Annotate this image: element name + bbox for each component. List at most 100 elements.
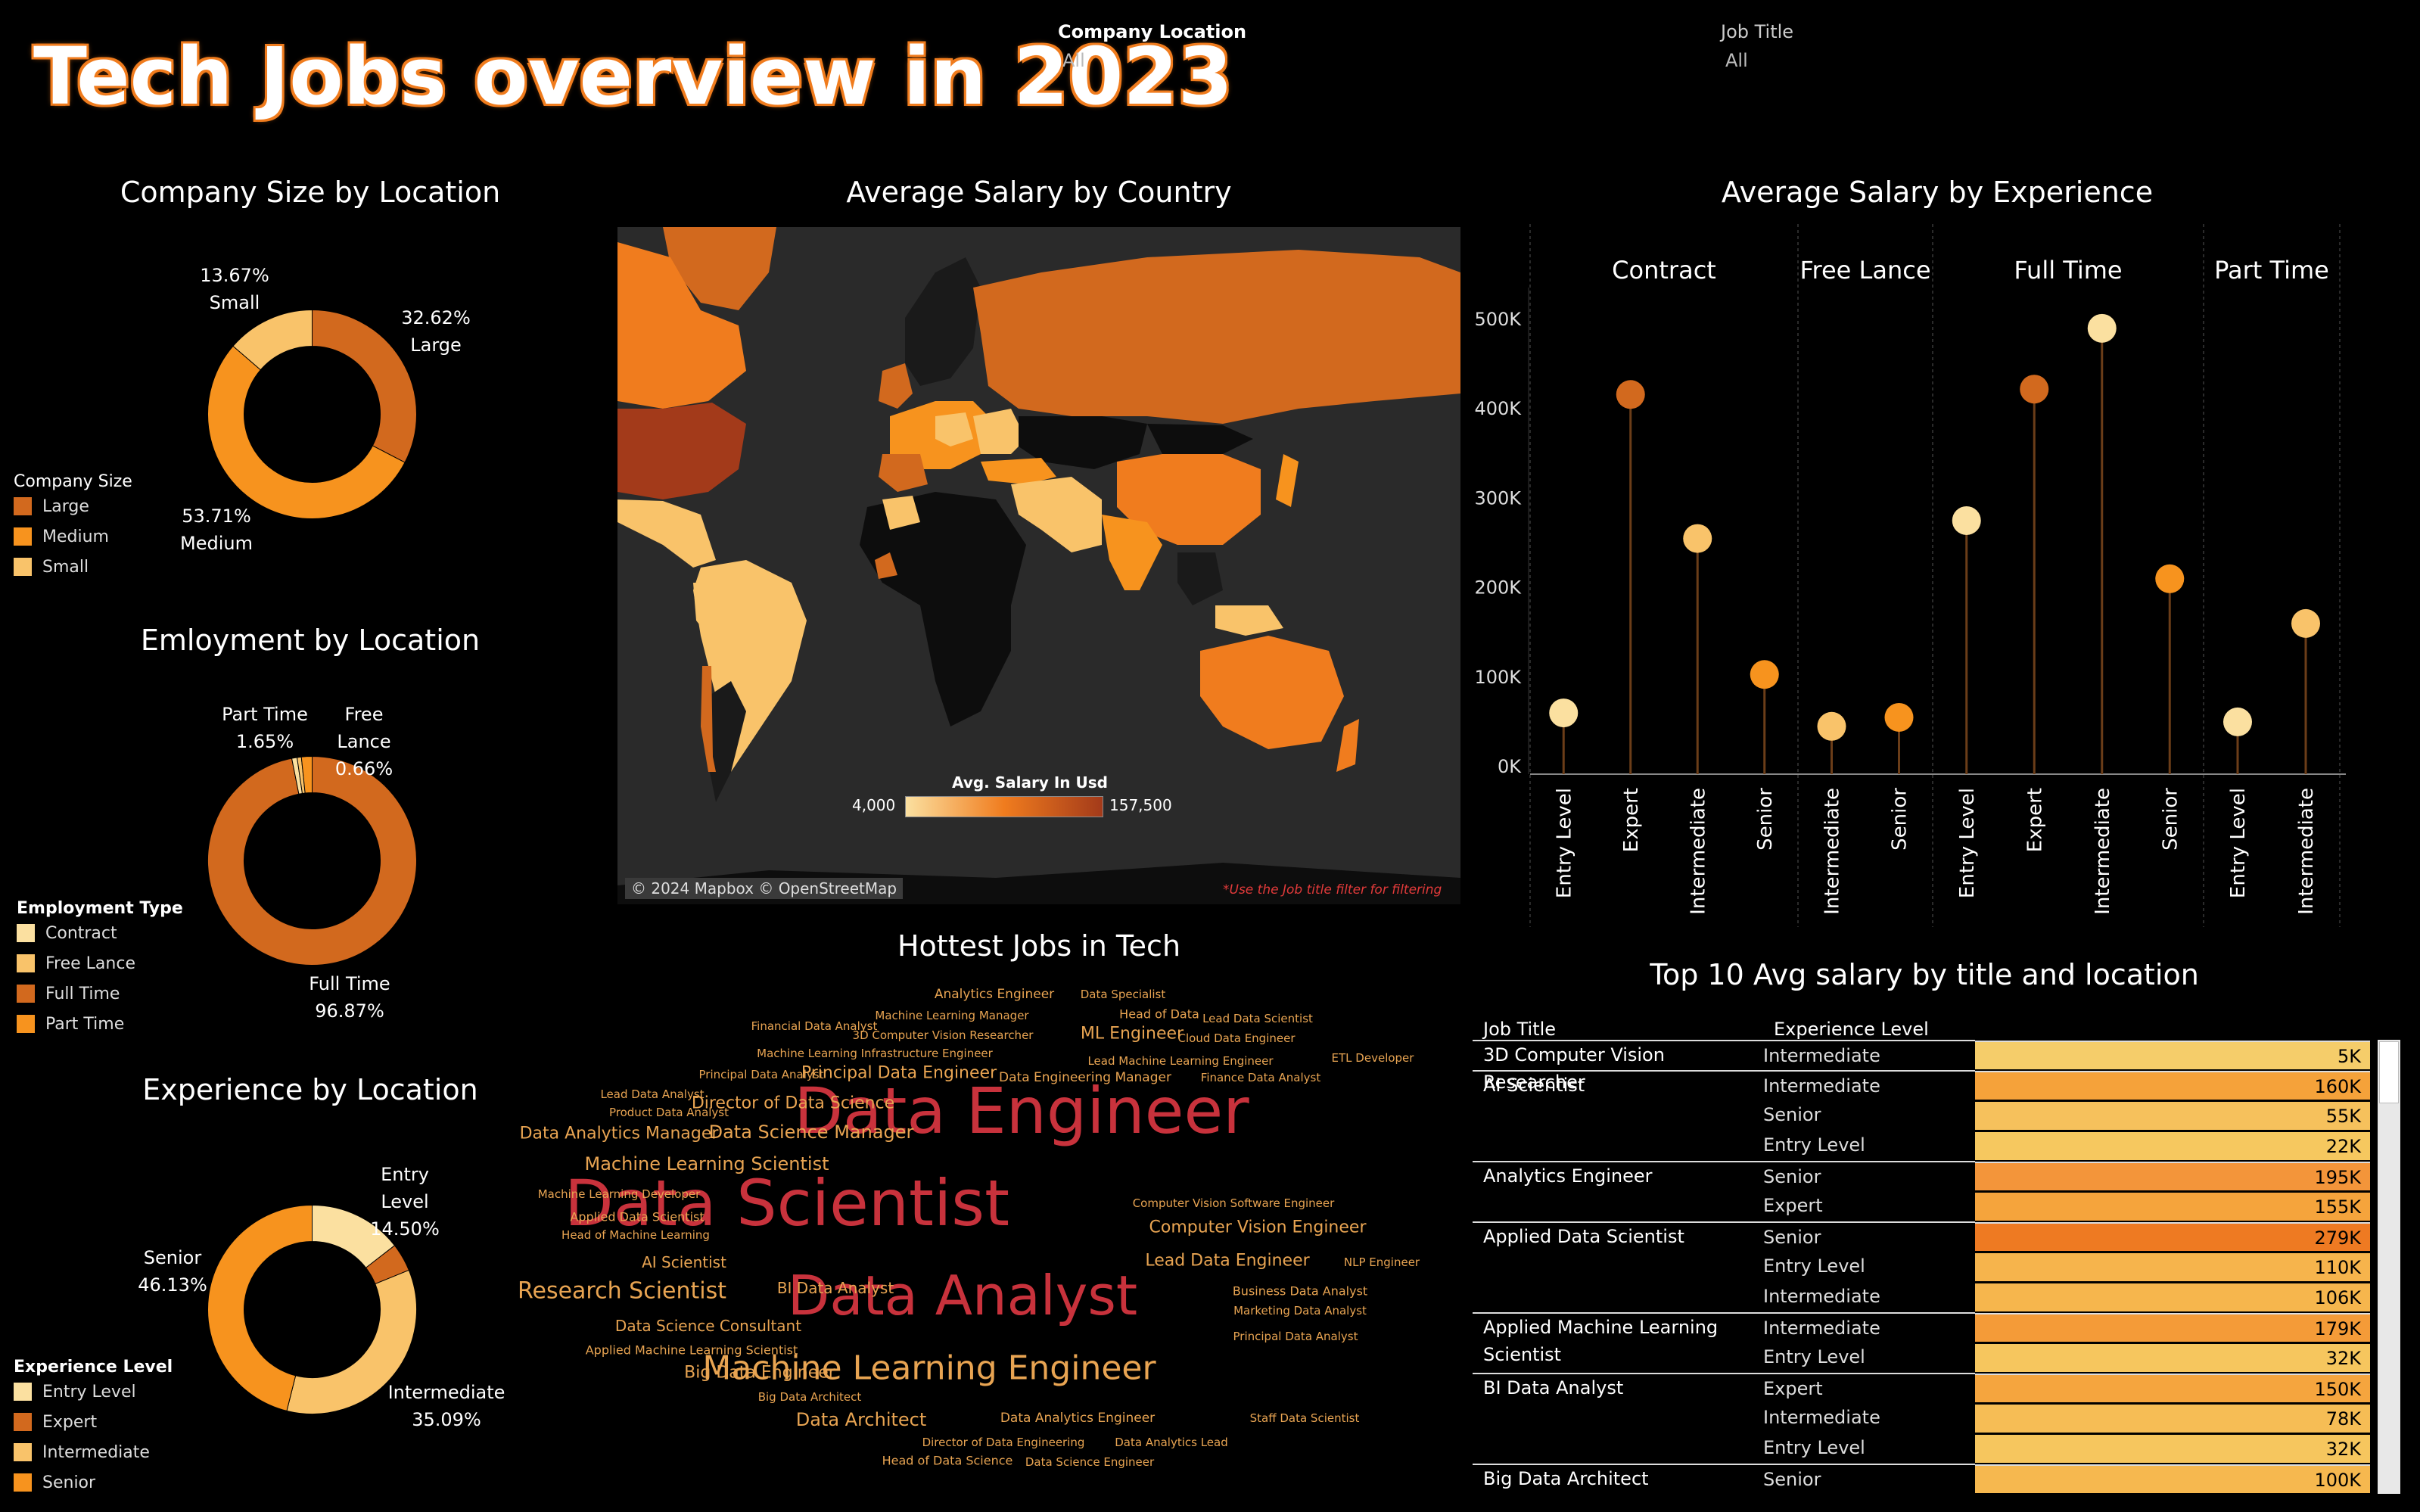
employment-slice-full-time[interactable] <box>207 755 417 966</box>
wordcloud-word[interactable]: Data Analytics Engineer <box>1000 1411 1156 1426</box>
wordcloud-word[interactable]: Big Data Architect <box>757 1390 862 1404</box>
wordcloud-word[interactable]: Machine Learning Infrastructure Engineer <box>757 1047 993 1060</box>
table-row[interactable]: Intermediate 78K <box>1473 1403 2403 1433</box>
table-row[interactable]: AI Scientist Intermediate 160K <box>1473 1070 2403 1100</box>
legend-item-senior[interactable]: Senior <box>14 1467 173 1498</box>
wordcloud-word[interactable]: Cloud Data Engineer <box>1177 1031 1296 1045</box>
company-size-slice-medium[interactable] <box>207 345 406 519</box>
company-size-donut[interactable] <box>204 306 420 522</box>
country-mongolia[interactable] <box>1147 424 1253 454</box>
wordcloud-word[interactable]: Principal Data Analyst <box>1233 1330 1358 1343</box>
employment-slice-part-time[interactable] <box>300 755 313 794</box>
wordcloud-word[interactable]: Finance Data Analyst <box>1200 1071 1321 1084</box>
wordcloud-word[interactable]: Marketing Data Analyst <box>1233 1304 1367 1318</box>
country-australia[interactable] <box>1200 636 1344 749</box>
company-location-filter-value[interactable]: All <box>1062 50 1085 71</box>
table-row[interactable]: BI Data Analyst Expert 150K <box>1473 1373 2403 1403</box>
table-row[interactable]: Senior 55K <box>1473 1100 2403 1131</box>
world-map[interactable]: Avg. Salary In Usd 4,000 157,500 © 2024 … <box>617 227 1460 904</box>
country-indonesia[interactable] <box>1215 605 1283 636</box>
country-kazakhstan[interactable] <box>1019 416 1147 469</box>
legend-item-fulltime[interactable]: Full Time <box>17 978 183 1009</box>
lollipop-point-contract-expert[interactable] <box>1616 380 1645 409</box>
wordcloud-word[interactable]: BI Data Analyst <box>776 1279 894 1297</box>
wordcloud-word[interactable]: Lead Data Scientist <box>1202 1012 1313 1025</box>
country-greenland[interactable] <box>663 227 776 310</box>
table-row[interactable]: Entry Level 32K <box>1473 1433 2403 1464</box>
country-peru[interactable] <box>693 583 723 636</box>
country-new-zealand[interactable] <box>1336 719 1359 772</box>
lollipop-point-part-time-entry-level[interactable] <box>2223 707 2252 736</box>
country-germany[interactable] <box>935 412 973 446</box>
country-turkey[interactable] <box>981 458 1056 484</box>
table-row[interactable]: Intermediate 106K <box>1473 1282 2403 1312</box>
country-japan[interactable] <box>1276 454 1299 507</box>
legend-item-freelance[interactable]: Free Lance <box>17 948 183 978</box>
experience-salary-chart[interactable]: 500K 400K 300K 200K 100K 0K Contract Entry Leve… <box>1460 219 2353 938</box>
wordcloud-word[interactable]: Analytics Engineer <box>934 987 1055 1002</box>
wordcloud-word[interactable]: Head of Data Science <box>882 1453 1013 1468</box>
wordcloud-word[interactable]: 3D Computer Vision Researcher <box>852 1028 1034 1042</box>
wordcloud-word[interactable]: Director of Data Engineering <box>922 1436 1085 1449</box>
wordcloud-word[interactable]: Data Science Consultant <box>614 1317 802 1335</box>
country-india[interactable] <box>1102 515 1162 590</box>
country-canada[interactable] <box>617 242 746 409</box>
country-scandinavia[interactable] <box>905 257 981 386</box>
lollipop-point-full-time-entry-level[interactable] <box>1952 506 1981 535</box>
wordcloud-word[interactable]: Research Scientist <box>518 1277 726 1305</box>
wordcloud-word[interactable]: Computer Vision Software Engineer <box>1132 1196 1335 1210</box>
wordcloud-word[interactable]: Data Scientist <box>565 1166 1009 1240</box>
country-usa[interactable] <box>617 403 746 499</box>
wordcloud-word[interactable]: Lead Data Engineer <box>1145 1251 1310 1271</box>
legend-item-expert[interactable]: Expert <box>14 1407 173 1437</box>
wordcloud-word[interactable]: Machine Learning Manager <box>875 1009 1029 1022</box>
country-argentina[interactable] <box>707 681 746 802</box>
wordcloud-word[interactable]: Applied Data Scientist <box>570 1209 705 1224</box>
wordcloud-word[interactable]: Principal Data Engineer <box>801 1063 997 1083</box>
lollipop-point-free-lance-intermediate[interactable] <box>1817 711 1846 741</box>
wordcloud-word[interactable]: Data Specialist <box>1080 988 1166 1001</box>
wordcloud-word[interactable]: Data Engineer <box>794 1074 1249 1148</box>
legend-item-entry[interactable]: Entry Level <box>14 1377 173 1407</box>
country-mexico[interactable] <box>617 499 716 568</box>
table-row[interactable]: Expert 155K <box>1473 1191 2403 1221</box>
map-attribution[interactable]: © 2024 Mapbox © OpenStreetMap <box>625 878 904 899</box>
wordcloud-word[interactable]: Principal Data Analyst <box>698 1068 824 1081</box>
table-row[interactable]: Applied Machine Learning Scientist Interm… <box>1473 1312 2403 1365</box>
table-row[interactable]: Entry Level 32K <box>1473 1342 2403 1373</box>
lollipop-point-contract-intermediate[interactable] <box>1683 524 1712 553</box>
table-scrollbar[interactable] <box>2378 1040 2400 1494</box>
legend-item-large[interactable]: Large <box>14 491 132 521</box>
col-header-job-title[interactable]: Job Title <box>1483 1019 1557 1040</box>
lollipop-point-full-time-expert[interactable] <box>2020 375 2049 404</box>
wordcloud-word[interactable]: Machine Learning Scientist <box>584 1153 829 1174</box>
country-chile[interactable] <box>701 666 716 772</box>
country-middle-east[interactable] <box>1011 477 1102 552</box>
wordcloud-word[interactable]: Computer Vision Engineer <box>1149 1218 1367 1237</box>
wordcloud-word[interactable]: Lead Machine Learning Engineer <box>1087 1054 1274 1068</box>
company-size-slice-small[interactable] <box>232 309 313 371</box>
lollipop-point-full-time-senior[interactable] <box>2155 564 2185 593</box>
legend-item-intermediate[interactable]: Intermediate <box>14 1437 173 1467</box>
wordcloud-word[interactable]: Data Engineering Manager <box>999 1070 1171 1085</box>
col-header-experience[interactable]: Experience Level <box>1774 1019 1929 1040</box>
wordcloud-word[interactable]: AI Scientist <box>642 1253 726 1271</box>
country-uk[interactable] <box>879 363 913 409</box>
experience-slice-senior[interactable] <box>207 1204 313 1411</box>
legend-item-parttime[interactable]: Part Time <box>17 1009 183 1039</box>
legend-item-contract[interactable]: Contract <box>17 918 183 948</box>
wordcloud-word[interactable]: Staff Data Scientist <box>1249 1411 1360 1425</box>
wordcloud-word[interactable]: NLP Engineer <box>1343 1255 1420 1269</box>
top10-table-container[interactable]: Job Title Experience Level 3D Computer V… <box>1473 1013 2403 1497</box>
table-row[interactable]: 3D Computer Vision Researcher Intermediat… <box>1473 1040 2403 1093</box>
country-sea[interactable] <box>1177 552 1223 605</box>
table-row[interactable]: Big Data Architect Senior 100K <box>1473 1464 2403 1494</box>
world-map-svg[interactable] <box>617 227 1460 904</box>
wordcloud-word[interactable]: Lead Data Analyst <box>600 1087 705 1101</box>
country-europe-east[interactable] <box>973 409 1026 454</box>
legend-item-medium[interactable]: Medium <box>14 521 132 552</box>
country-spain[interactable] <box>879 454 928 492</box>
country-africa[interactable] <box>860 492 1026 726</box>
wordcloud-word[interactable]: Data Science Engineer <box>1025 1455 1155 1469</box>
country-west-africa[interactable] <box>875 552 897 579</box>
